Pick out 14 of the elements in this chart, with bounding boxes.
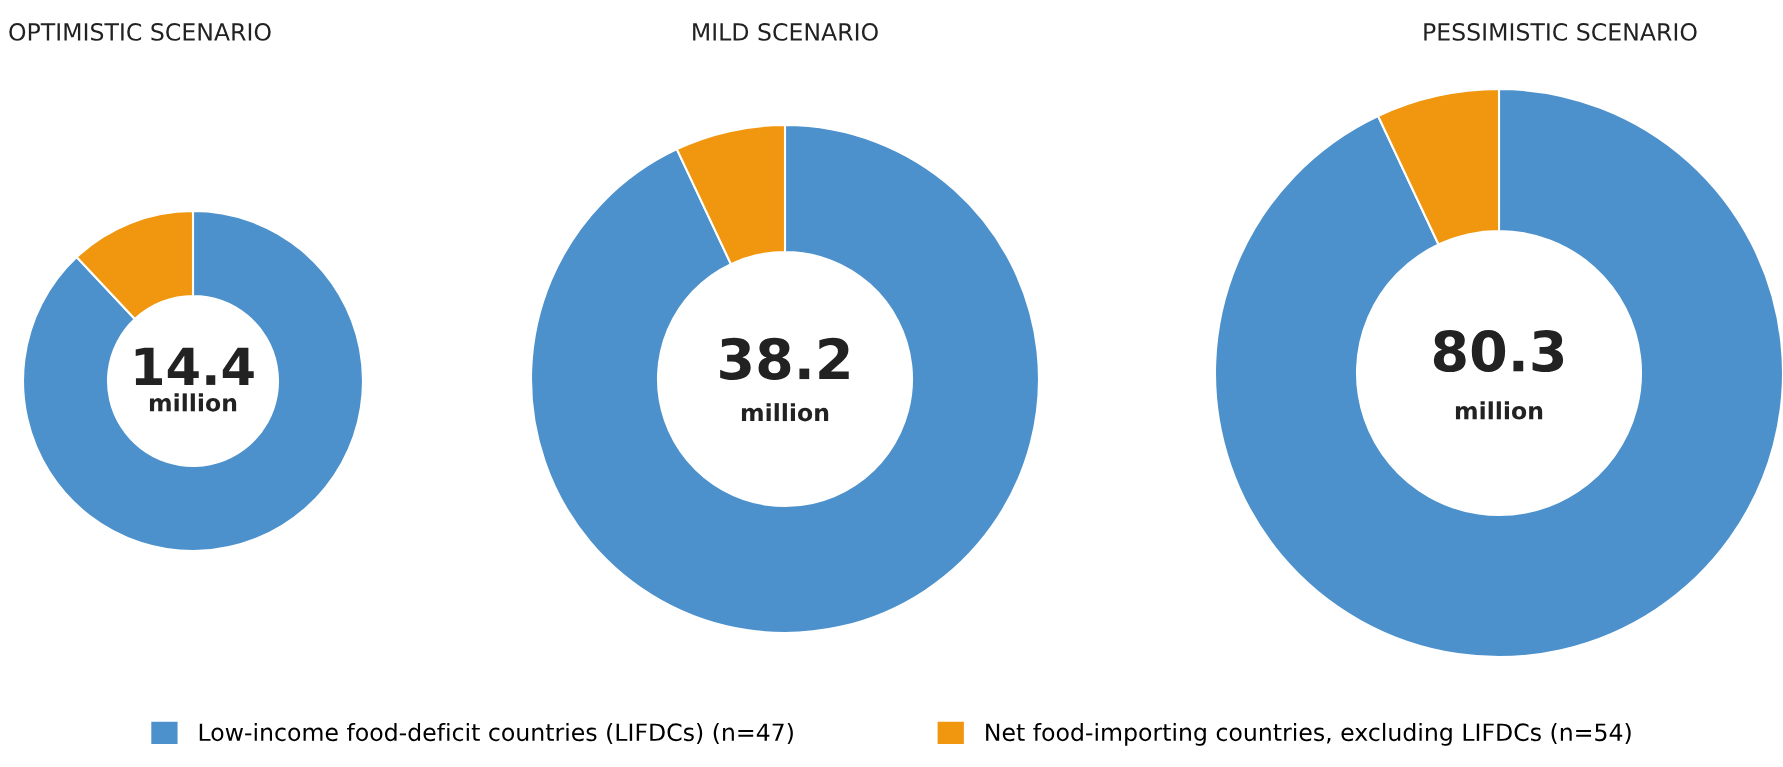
legend-label: Net food-importing countries, excluding LIFDCs (n=54) [986, 722, 1631, 746]
chart-title: PESSIMISTIC SCENARIO [1424, 22, 1697, 41]
donut-slice [529, 123, 1041, 635]
text: 38.2 [720, 337, 849, 380]
chart-title: MILD SCENARIO [693, 22, 878, 41]
text: million [741, 403, 829, 422]
text: million [149, 393, 237, 412]
text: 80.3 [1433, 330, 1564, 373]
text: million [1455, 401, 1543, 420]
donut-slice [1213, 87, 1783, 659]
donut-slice [21, 209, 365, 553]
chart-title: OPTIMISTIC SCENARIO [9, 22, 271, 41]
text: 14.4 [135, 347, 254, 385]
legend-label: Low-income food-deficit countries (LIFDCs) (n=47) [199, 722, 793, 744]
